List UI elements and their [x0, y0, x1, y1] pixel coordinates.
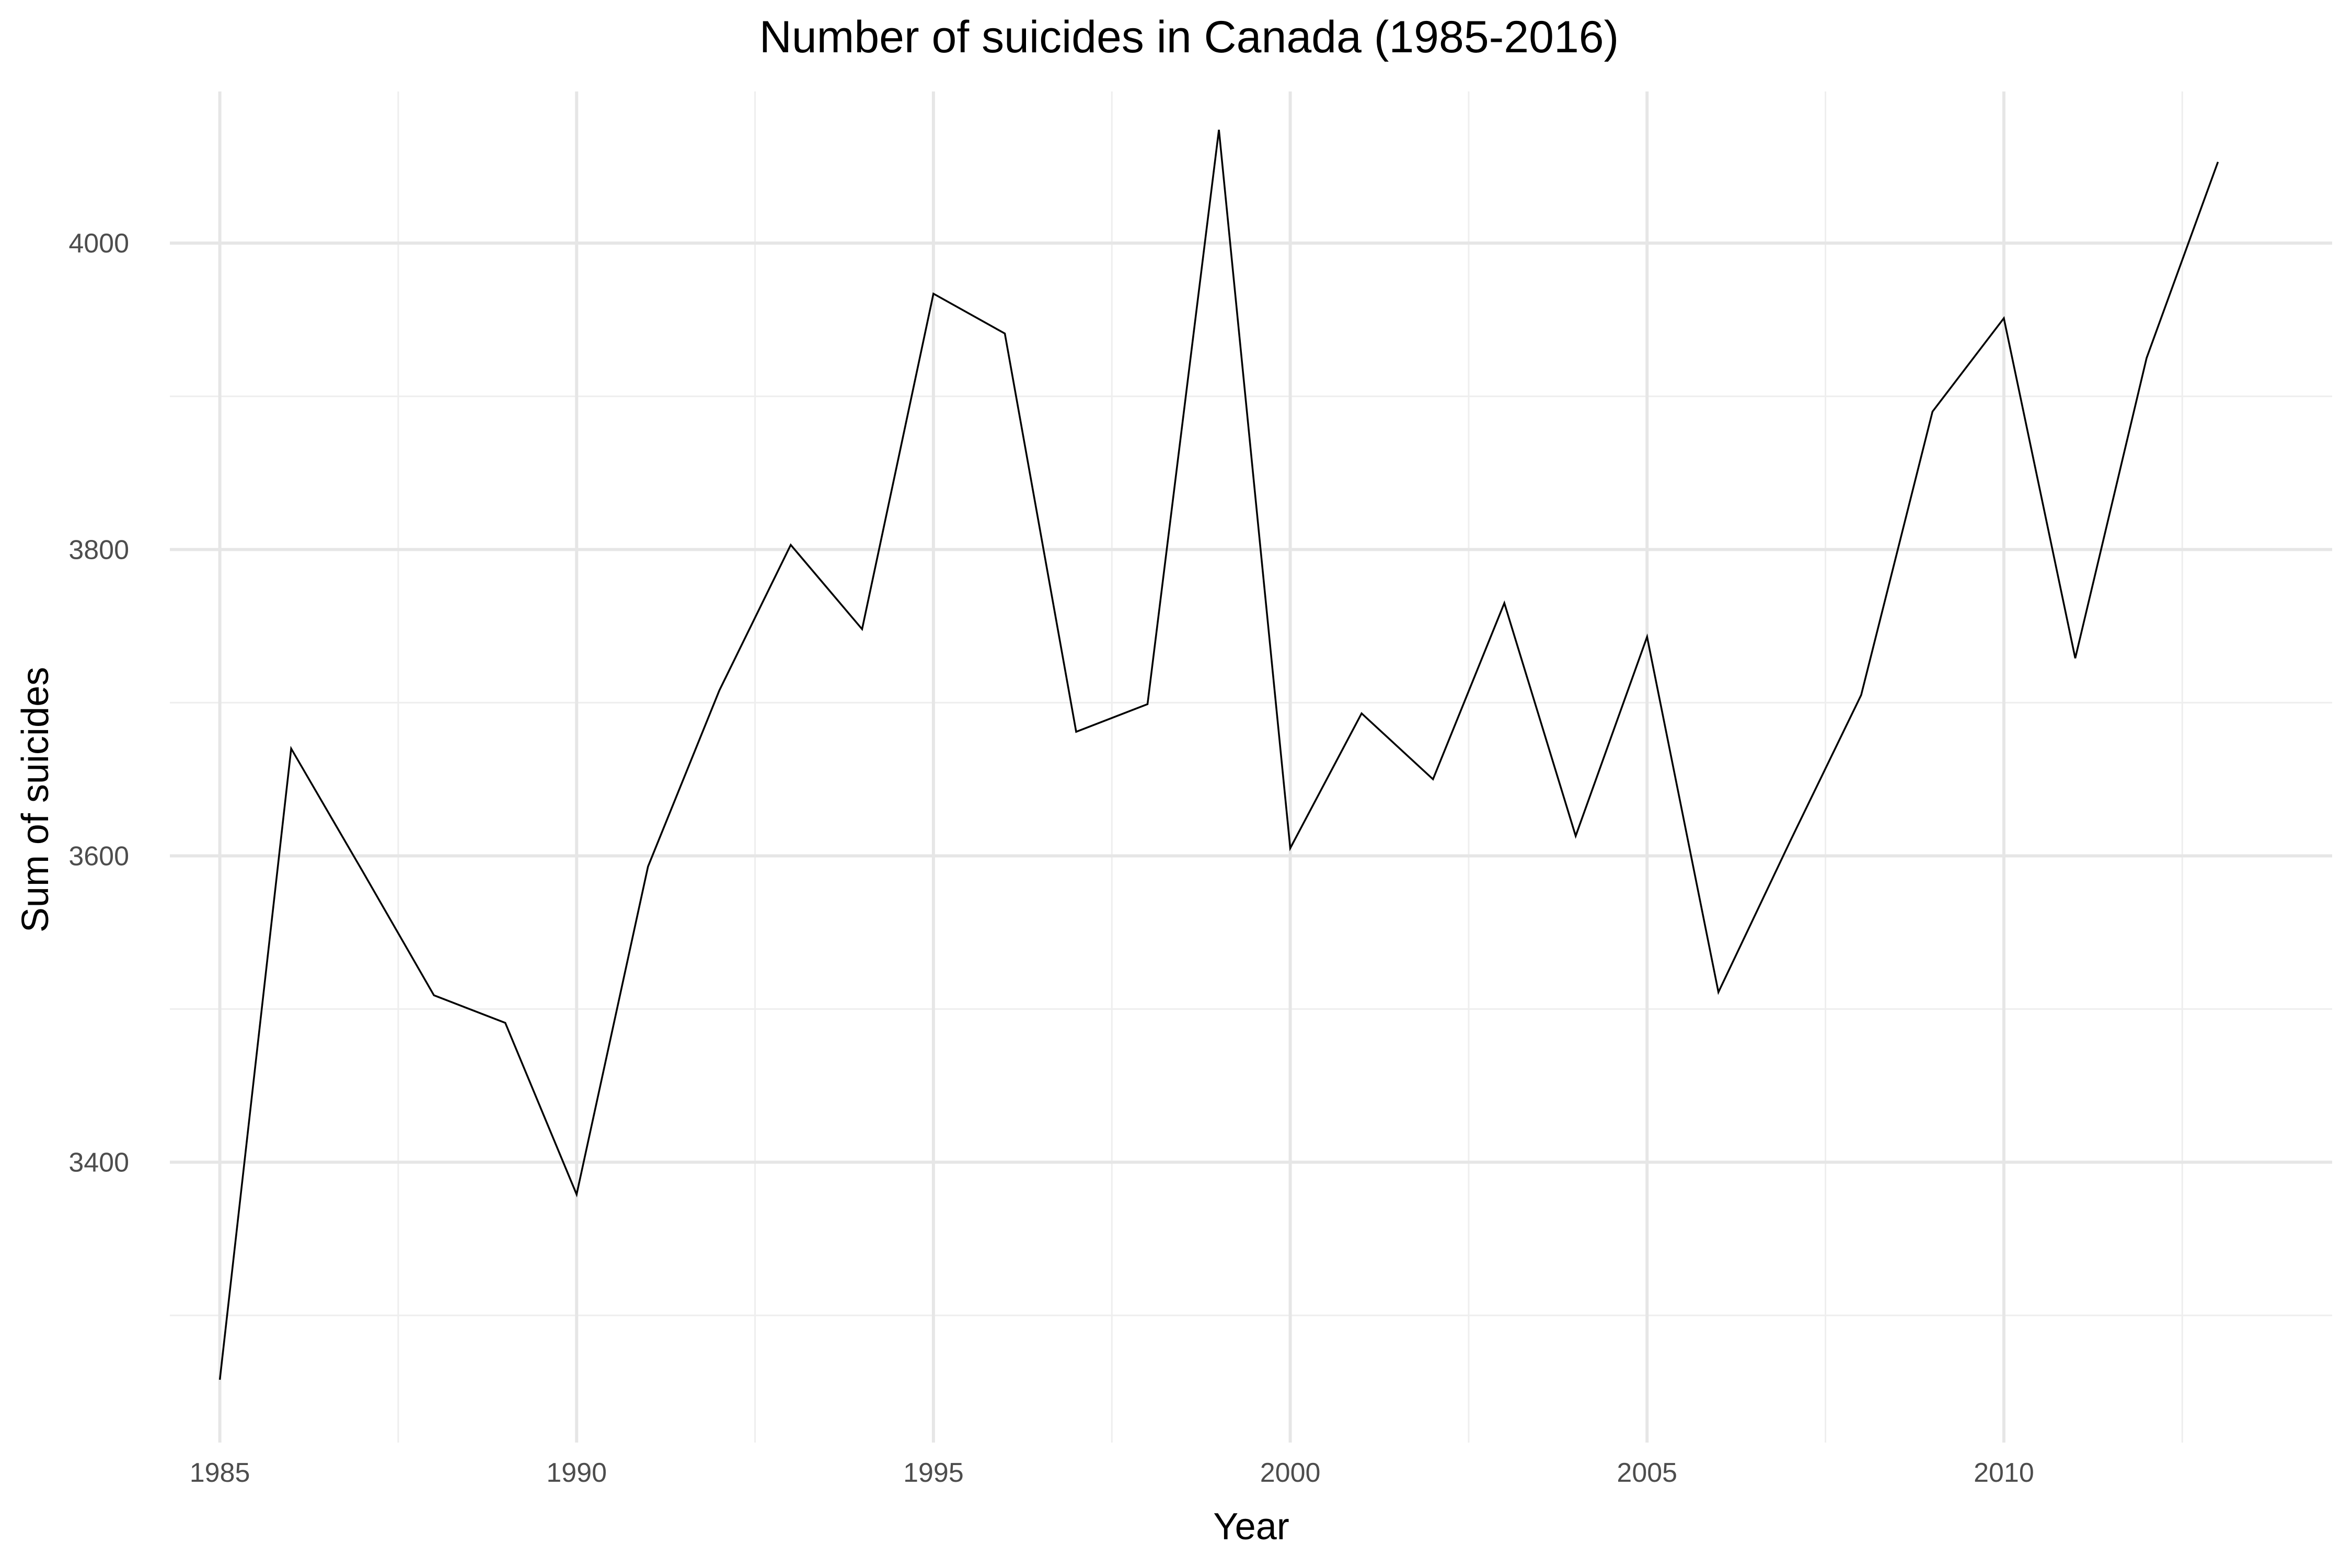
y-tick-label: 3800 — [68, 535, 129, 565]
y-axis-title: Sum of suicides — [15, 667, 56, 932]
x-axis-title: Year — [1213, 1506, 1289, 1548]
x-tick-label: 2005 — [1617, 1458, 1677, 1488]
y-axis-ticks: 3400 3600 3800 4000 — [68, 228, 129, 1178]
suicides-series-line — [218, 130, 2219, 1380]
minor-gridlines — [170, 91, 2332, 1443]
x-tick-label: 2000 — [1260, 1458, 1321, 1488]
y-tick-label: 3600 — [68, 841, 129, 871]
x-tick-label: 1985 — [190, 1458, 250, 1488]
y-tick-label: 4000 — [68, 228, 129, 259]
series-group — [218, 130, 2219, 1380]
y-tick-label: 3400 — [68, 1148, 129, 1178]
x-tick-label: 1995 — [903, 1458, 964, 1488]
chart-title: Number of suicides in Canada (1985-2016) — [759, 12, 1619, 62]
x-axis-ticks: 1985 1990 1995 2000 2005 2010 — [190, 1458, 2034, 1488]
major-gridlines — [170, 91, 2332, 1443]
x-tick-label: 1990 — [546, 1458, 607, 1488]
x-tick-label: 2010 — [1974, 1458, 2034, 1488]
